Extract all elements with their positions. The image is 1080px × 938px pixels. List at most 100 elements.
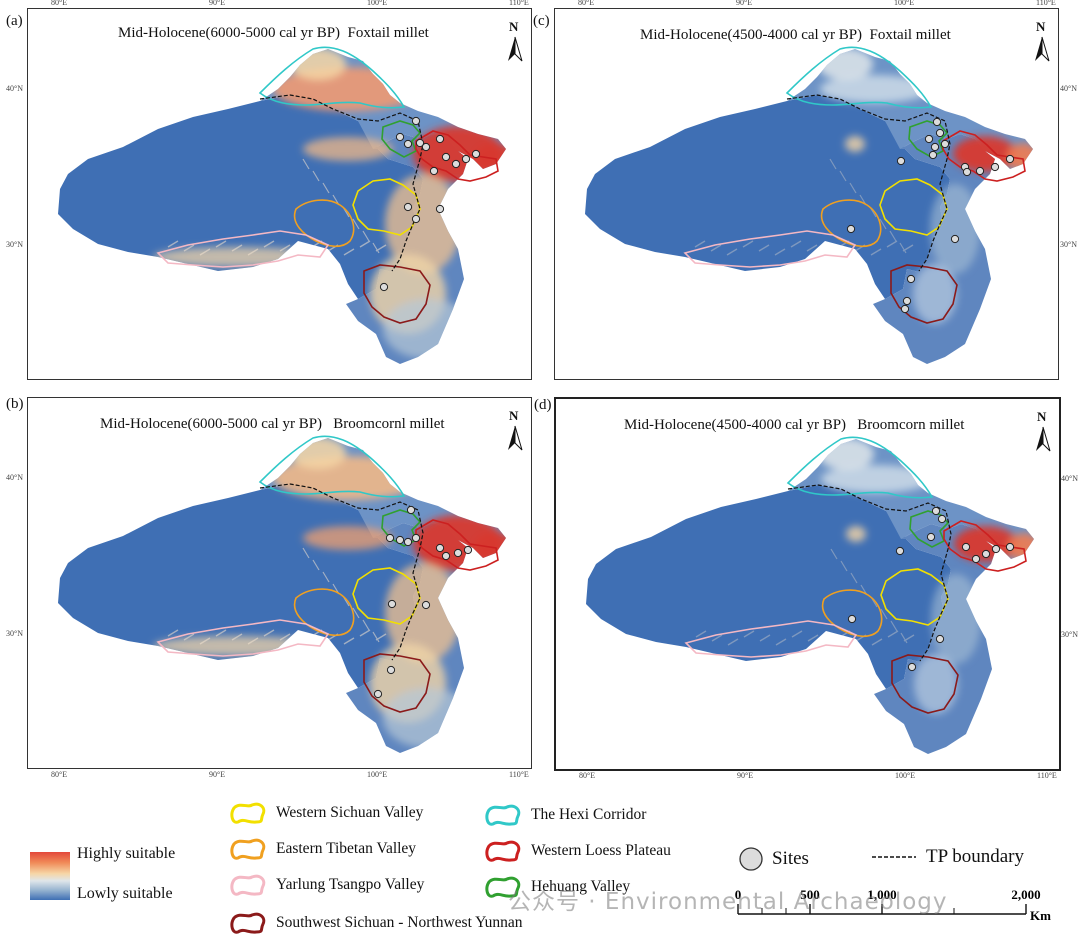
region-swatch-icon: [230, 874, 266, 896]
hexi-west-suitability: [290, 438, 346, 469]
site-marker: [981, 549, 991, 559]
lon-tick-label: 110°E: [509, 0, 529, 7]
site-marker: [421, 142, 431, 152]
lon-tick-label: 110°E: [509, 770, 529, 779]
lon-tick-label: 100°E: [367, 0, 388, 7]
boundary-legend: TP boundary: [872, 846, 1024, 868]
site-marker: [463, 545, 473, 555]
north-label: N: [1037, 409, 1047, 424]
suitability-gradient: [30, 852, 70, 900]
scale-label: 1,000: [867, 887, 896, 902]
valley-streak: [279, 633, 291, 641]
period-title: Mid-Holocene(4500-4000 cal yr BP): [640, 27, 863, 43]
region-outline-loess: [942, 130, 1026, 182]
site-marker: [990, 162, 1000, 172]
valley-streak: [295, 248, 307, 256]
valley-streak: [362, 230, 370, 242]
region-outline-hexi: [258, 435, 406, 498]
site-marker: [928, 150, 938, 160]
site-marker: [932, 117, 942, 127]
site-marker: [403, 537, 413, 547]
lon-tick-label: 80°E: [51, 0, 68, 7]
map-panel-d: (d) Mid-Holocene(4500-4000 cal yr BP) Br…: [534, 397, 1078, 780]
tp-boundary: [787, 484, 952, 662]
north-arrow-icon: N: [1029, 19, 1055, 67]
site-marker: [461, 154, 471, 164]
valley-streak: [302, 158, 310, 170]
region-legend-item: The Hexi Corridor: [485, 804, 646, 826]
site-marker: [435, 543, 445, 553]
qaidam-suitability: [846, 526, 866, 542]
region-outline-hexi: [258, 46, 406, 109]
region-outline-swsn: [890, 264, 958, 324]
valley-streak: [791, 630, 803, 638]
valley-streak: [295, 637, 307, 645]
valley-streak: [199, 248, 211, 256]
valley-streak: [343, 637, 355, 645]
valley-streak: [774, 248, 786, 256]
site-marker: [937, 514, 947, 524]
site-marker: [895, 546, 905, 556]
lon-tick-label: 80°E: [579, 771, 596, 780]
north-label: N: [509, 408, 519, 423]
valley-streak: [359, 240, 371, 248]
valley-streak: [829, 158, 837, 170]
region-outline-hehuang: [381, 120, 422, 158]
site-marker: [411, 116, 421, 126]
lon-tick-label: 90°E: [209, 770, 226, 779]
region-name: Yarlung Tsangpo Valley: [276, 876, 425, 893]
panel-title: Mid-Holocene(6000-5000 cal yr BP) Foxtai…: [118, 25, 429, 42]
valley-streak: [887, 630, 899, 638]
valley-streak: [726, 248, 738, 256]
panel-title: Mid-Holocene(4500-4000 cal yr BP) Broomc…: [624, 417, 964, 434]
panel-label: (c): [533, 13, 550, 29]
region-legend-item: Yarlung Tsangpo Valley: [230, 874, 424, 896]
valley-streak: [879, 218, 887, 230]
valley-streak: [899, 242, 907, 254]
map-b: [58, 435, 506, 753]
valley-streak: [199, 637, 211, 645]
scale-label: 0: [735, 887, 742, 902]
valley-streak: [247, 637, 259, 645]
region-name: Southwest Sichuan - Northwest Yunnan: [276, 914, 523, 931]
site-marker: [971, 554, 981, 564]
region-name: Hehuang Valley: [531, 878, 631, 895]
valley-streak: [279, 244, 291, 252]
valley-streak: [849, 182, 857, 194]
valley-streak: [743, 630, 755, 638]
site-marker: [387, 599, 397, 609]
site-marker: [935, 634, 945, 644]
valley-streak: [870, 248, 882, 256]
valley-streak: [167, 629, 179, 637]
site-marker: [931, 506, 941, 516]
region-legend-item: Western Loess Plateau: [485, 840, 671, 862]
lon-tick-label: 100°E: [895, 771, 916, 780]
lon-tick-label: 80°E: [51, 770, 68, 779]
valley-streak: [215, 240, 227, 248]
valley-streak: [247, 248, 259, 256]
region-legend-item: Eastern Tibetan Valley: [230, 838, 416, 860]
lon-tick-label: 110°E: [1036, 0, 1056, 7]
site-marker: [950, 234, 960, 244]
valley-streak: [322, 571, 330, 583]
region-outline-swsn: [891, 654, 959, 714]
valley-streak: [362, 619, 370, 631]
valley-streak: [263, 629, 275, 637]
valley-streak: [352, 218, 360, 230]
valley-texture: [167, 547, 387, 645]
sites-legend: Sites: [738, 846, 809, 872]
site-marker: [961, 542, 971, 552]
north-label: N: [509, 19, 519, 34]
valley-streak: [352, 607, 360, 619]
east-suitability: [474, 143, 506, 171]
site-marker: [1005, 154, 1015, 164]
south-suitability: [383, 688, 473, 748]
valley-streak: [759, 634, 771, 642]
scale-label: 500: [800, 887, 820, 902]
site-marker: [975, 166, 985, 176]
region-swatch-icon: [230, 838, 266, 860]
lon-tick-label: 90°E: [736, 0, 753, 7]
site-marker: [386, 665, 396, 675]
region-outline-loess: [415, 130, 499, 182]
region-outline-loess: [415, 519, 499, 571]
